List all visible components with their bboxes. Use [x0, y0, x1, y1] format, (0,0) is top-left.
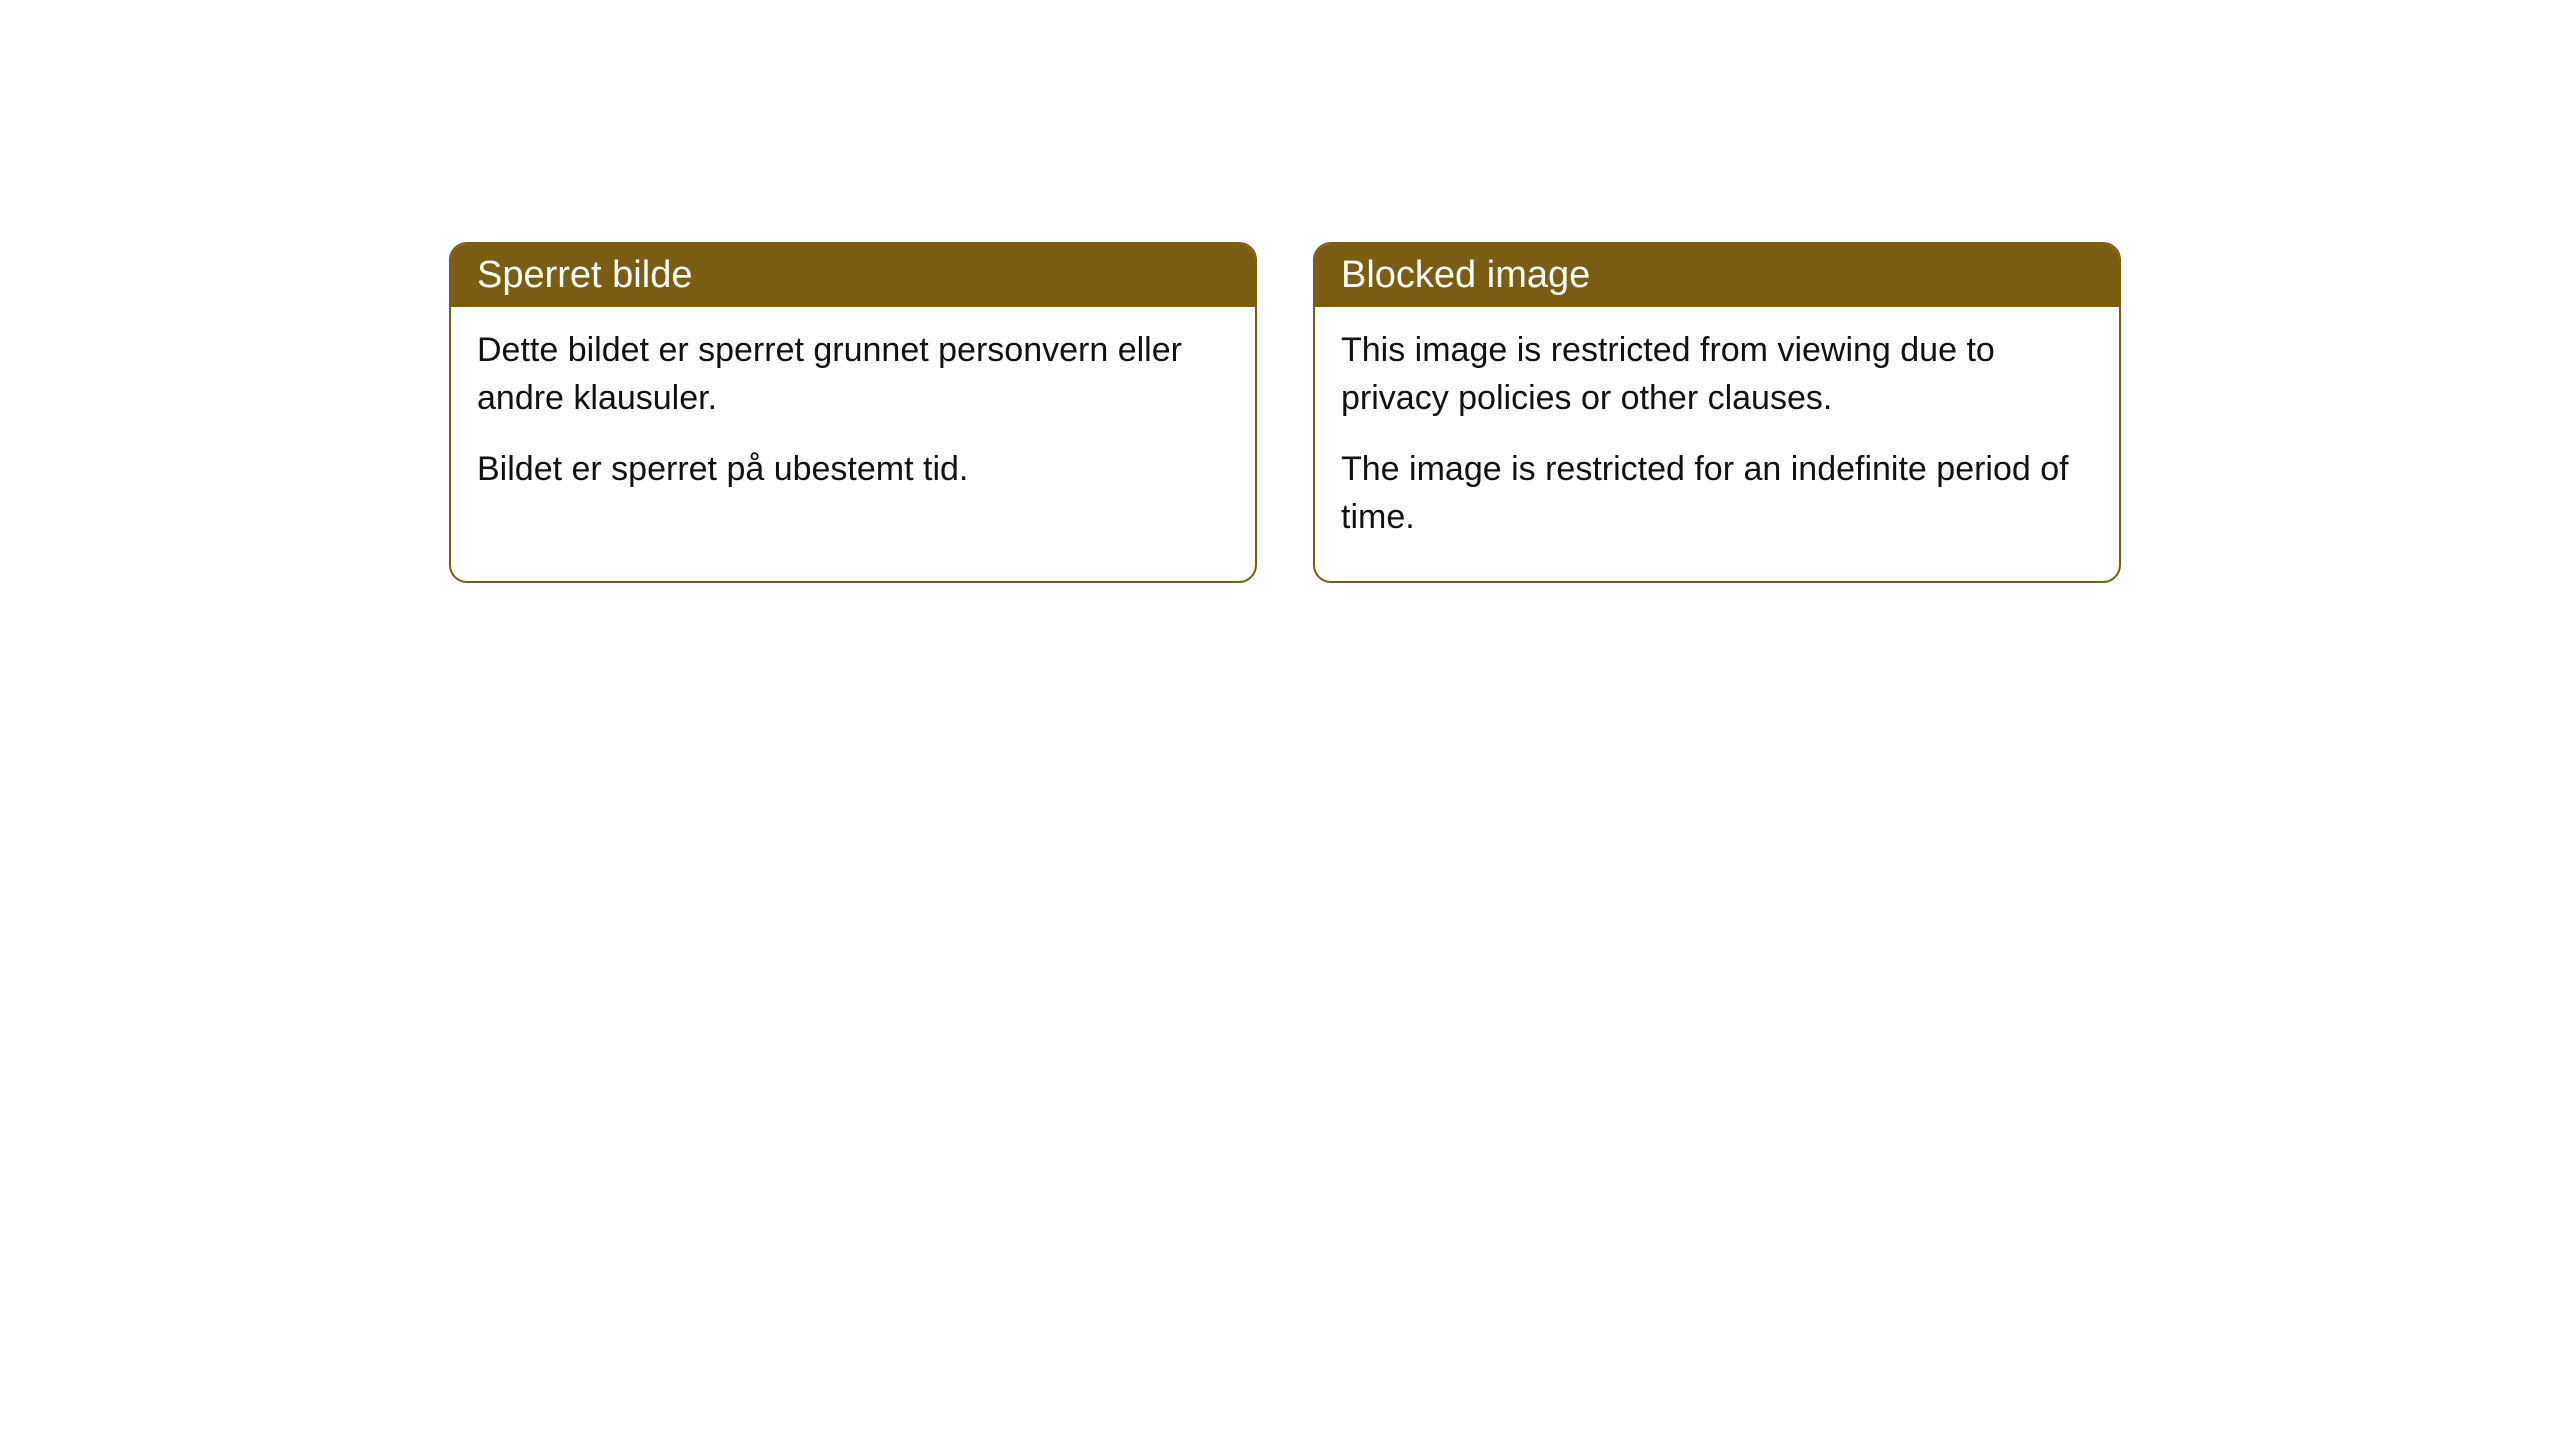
card-title-norwegian: Sperret bilde — [477, 254, 692, 296]
card-header-norwegian: Sperret bilde — [451, 244, 1255, 307]
cards-container: Sperret bilde Dette bildet er sperret gr… — [449, 242, 2121, 583]
card-norwegian: Sperret bilde Dette bildet er sperret gr… — [449, 242, 1257, 583]
card-paragraph-2-norwegian: Bildet er sperret på ubestemt tid. — [477, 446, 1229, 494]
card-paragraph-2-english: The image is restricted for an indefinit… — [1341, 446, 2093, 541]
card-header-english: Blocked image — [1315, 244, 2119, 307]
card-english: Blocked image This image is restricted f… — [1313, 242, 2121, 583]
card-body-norwegian: Dette bildet er sperret grunnet personve… — [451, 307, 1255, 534]
card-paragraph-1-english: This image is restricted from viewing du… — [1341, 327, 2093, 422]
card-paragraph-1-norwegian: Dette bildet er sperret grunnet personve… — [477, 327, 1229, 422]
card-body-english: This image is restricted from viewing du… — [1315, 307, 2119, 581]
card-title-english: Blocked image — [1341, 254, 1590, 296]
